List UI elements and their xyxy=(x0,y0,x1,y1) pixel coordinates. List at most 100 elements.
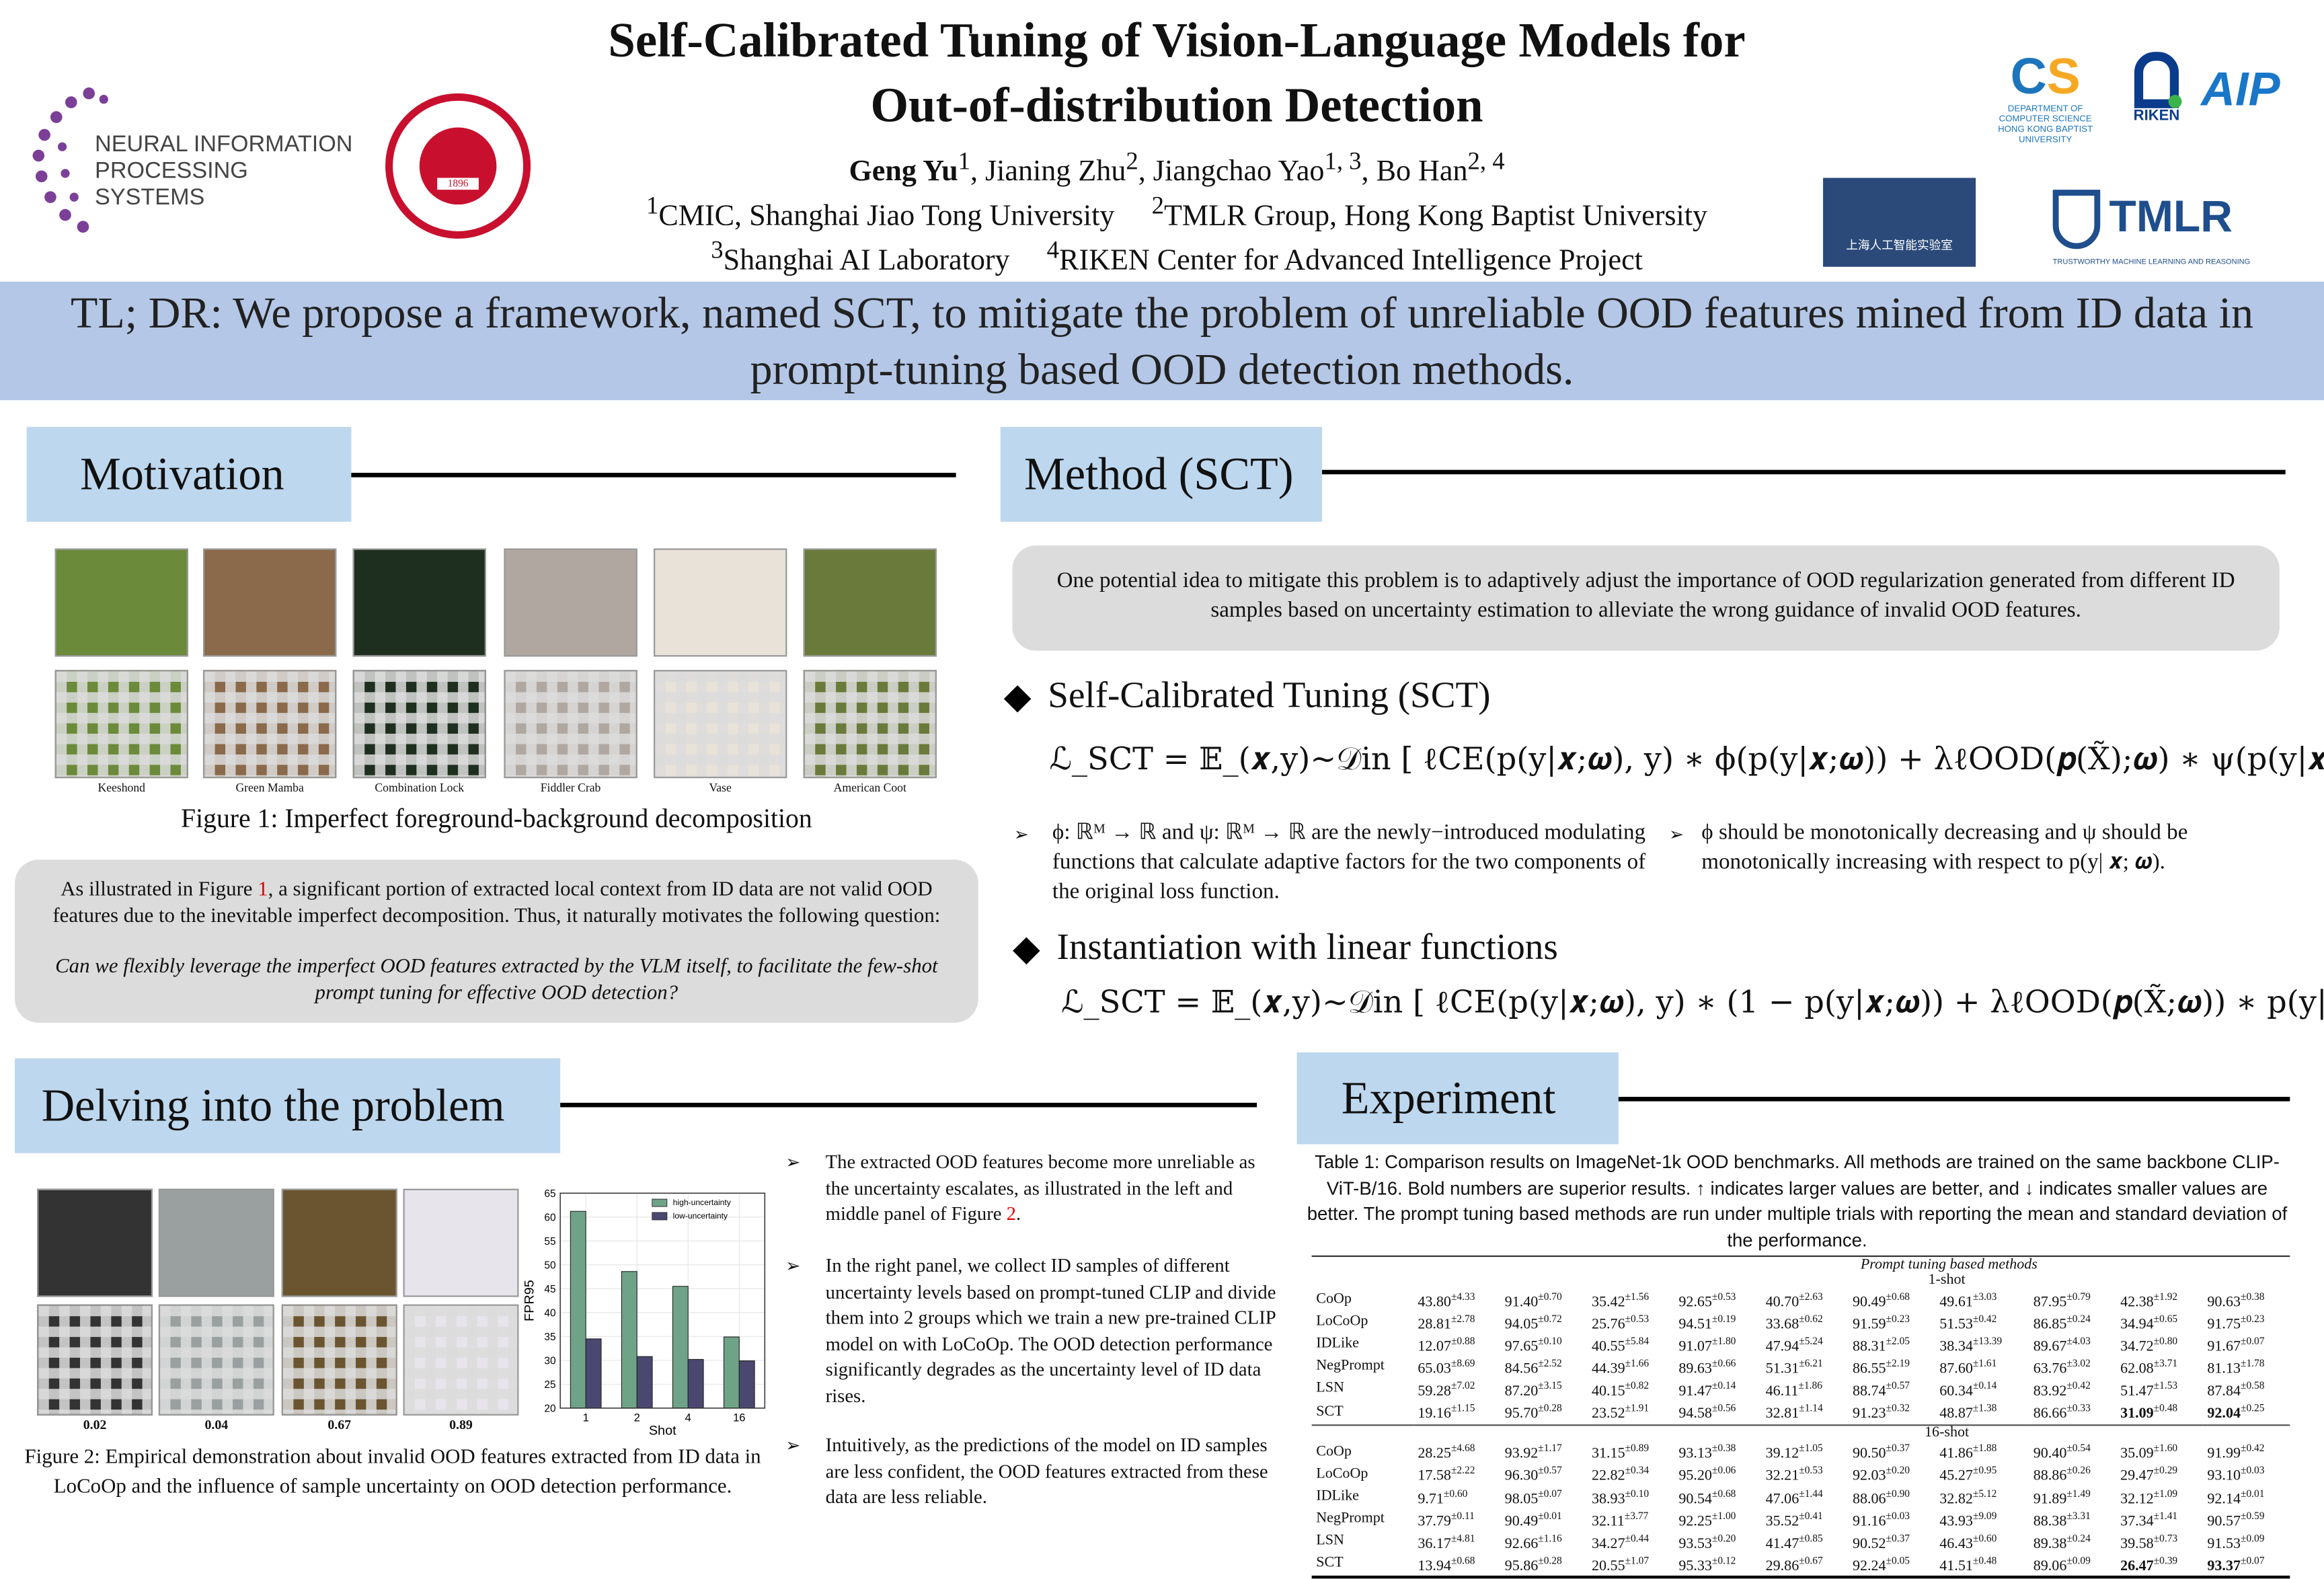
table-cell: 91.07±1.80 xyxy=(1674,1334,1761,1356)
table-cell: 92.25±1.00 xyxy=(1674,1508,1761,1531)
std-value: ±0.24 xyxy=(2066,1313,2091,1325)
table-cell: 41.86±1.88 xyxy=(1935,1441,2029,1463)
std-value: ±0.95 xyxy=(1972,1465,1997,1477)
table-cell: 51.47±1.53 xyxy=(2116,1379,2202,1401)
mean-value: 34.94 xyxy=(2120,1316,2154,1334)
table-cell: 39.58±0.73 xyxy=(2116,1531,2202,1553)
table-cell: 37.34±1.41 xyxy=(2116,1508,2202,1531)
y-tick-label: 25 xyxy=(544,1379,555,1391)
std-value: ±0.42 xyxy=(2066,1380,2091,1393)
mean-value: 86.66 xyxy=(2033,1406,2067,1423)
mean-value: 65.03 xyxy=(1418,1361,1451,1378)
table-cell: 38.34±13.39 xyxy=(1935,1334,2029,1356)
author-name: Geng Yu xyxy=(849,155,958,188)
mean-value: 87.60 xyxy=(1939,1361,1973,1378)
std-value: ±0.44 xyxy=(1625,1532,1650,1545)
mean-value: 9.71 xyxy=(1418,1491,1444,1508)
neurips-dots-icon xyxy=(32,87,108,233)
legend-label: high-uncertainty xyxy=(673,1198,732,1207)
mean-value: 87.95 xyxy=(2033,1294,2067,1311)
table-cell: 46.11±1.86 xyxy=(1761,1379,1848,1401)
mean-value: 90.52 xyxy=(1852,1535,1886,1553)
table-cell: 32.82±5.12 xyxy=(1935,1486,2029,1508)
std-value: ±0.34 xyxy=(1625,1465,1650,1477)
mean-value: 33.68 xyxy=(1765,1316,1799,1334)
table-cell: 26.47±0.39 xyxy=(2116,1553,2202,1576)
std-value: ±0.53 xyxy=(1799,1465,1823,1477)
mean-value: 29.47 xyxy=(2120,1468,2154,1486)
std-value: ±0.10 xyxy=(1625,1488,1650,1500)
table-row: CoOp 43.80±4.33 91.40±0.70 35.42±1.56 92.65±… xyxy=(1312,1289,2290,1311)
linear-loss-equation: ℒ_SCT = 𝔼_(𝒙,y)∼𝒟in [ ℓCE(p(y|𝒙;𝝎), y) ∗… xyxy=(1061,984,2324,1020)
mean-value: 95.86 xyxy=(1504,1558,1539,1575)
std-value: ±5.24 xyxy=(1799,1335,1823,1348)
table-cell: 95.20±0.06 xyxy=(1674,1463,1761,1486)
class-label: Combination Lock xyxy=(375,781,465,795)
table-cell: 91.16±0.03 xyxy=(1848,1508,1935,1531)
table-cell: 35.42±1.56 xyxy=(1587,1289,1674,1311)
method-name: IDLike xyxy=(1316,1336,1359,1352)
delving-heading: Delving into the problem xyxy=(15,1058,561,1153)
table-cell: 39.12±1.05 xyxy=(1761,1441,1848,1463)
table-cell: 17.58±2.22 xyxy=(1413,1463,1500,1486)
std-value: ±0.25 xyxy=(2240,1403,2265,1415)
mean-value: 87.20 xyxy=(1504,1383,1539,1401)
table-cell: 86.66±0.33 xyxy=(2029,1401,2116,1424)
std-value: ±1.78 xyxy=(2240,1358,2265,1370)
mean-value: 59.28 xyxy=(1418,1383,1451,1401)
std-value: ±3.02 xyxy=(2066,1358,2091,1370)
std-value: ±0.24 xyxy=(2066,1532,2091,1545)
table-cell: 84.56±2.52 xyxy=(1500,1356,1587,1379)
std-value: ±2.19 xyxy=(1886,1358,1910,1370)
mean-value: 90.63 xyxy=(2207,1294,2241,1311)
text: . xyxy=(1015,1202,1021,1225)
std-value: ±8.69 xyxy=(1450,1358,1475,1370)
table-cell: 9.71±0.60 xyxy=(1413,1486,1500,1508)
method-name: SCT xyxy=(1316,1555,1344,1572)
aff-sup: 4 xyxy=(1046,235,1060,264)
method-name: NegPrompt xyxy=(1316,1358,1385,1375)
uncertainty-label: 0.89 xyxy=(449,1417,473,1432)
ood-feature-masked-image xyxy=(654,670,787,779)
table-cell: 90.52±0.37 xyxy=(1848,1531,1935,1553)
table-1-caption: Table 1: Comparison results on ImageNet-… xyxy=(1307,1151,2288,1251)
mean-value: 25.76 xyxy=(1591,1316,1625,1334)
mean-value: 35.42 xyxy=(1591,1294,1625,1311)
std-value: ±0.72 xyxy=(1538,1313,1562,1325)
method-idea-box: One potential idea to mitigate this prob… xyxy=(1012,545,2280,651)
method-name: LSN xyxy=(1316,1533,1344,1549)
mean-value: 35.52 xyxy=(1765,1513,1799,1530)
ood-feature-masked-image xyxy=(54,670,188,779)
arrow-bullet-icon: ➢ xyxy=(785,1434,801,1456)
std-value: ±0.90 xyxy=(1886,1488,1910,1500)
table-cell: 95.86±0.28 xyxy=(1500,1553,1587,1576)
table-cell: 83.92±0.42 xyxy=(2029,1379,2116,1401)
table-cell: 98.05±0.07 xyxy=(1500,1486,1587,1508)
std-value: ±3.03 xyxy=(1972,1291,1997,1303)
table-cell: 13.94±0.68 xyxy=(1413,1553,1500,1576)
mean-value: 38.34 xyxy=(1939,1339,1973,1356)
mean-value: 41.51 xyxy=(1939,1558,1973,1575)
divider xyxy=(351,473,956,477)
mean-value: 91.53 xyxy=(2207,1535,2241,1553)
mean-value: 26.47 xyxy=(2120,1558,2154,1575)
std-value: ±0.11 xyxy=(1450,1510,1475,1522)
table-cell: 36.17±4.81 xyxy=(1413,1531,1500,1553)
table-cell: 31.15±0.89 xyxy=(1587,1441,1674,1463)
mean-value: 83.92 xyxy=(2033,1383,2067,1401)
authors: Geng Yu1, Jianing Zhu2, Jiangchao Yao1, … xyxy=(849,147,1505,188)
table-cell: 34.27±0.44 xyxy=(1587,1531,1674,1553)
figure-ref-link[interactable]: 1 xyxy=(258,879,268,902)
y-tick-label: 60 xyxy=(544,1212,555,1223)
delving-bullet: Intuitively, as the predictions of the m… xyxy=(826,1432,1282,1510)
std-value: ±0.67 xyxy=(1799,1555,1823,1567)
sjtu-seal-logo: 1896 xyxy=(385,93,531,239)
std-value: ±0.85 xyxy=(1799,1532,1823,1545)
table-cell: 92.14±0.01 xyxy=(2203,1486,2290,1508)
table-cell: 40.70±2.63 xyxy=(1761,1289,1848,1311)
mean-value: 92.25 xyxy=(1678,1513,1712,1530)
figure-ref-link[interactable]: 2 xyxy=(1006,1202,1016,1225)
mean-value: 51.47 xyxy=(2120,1383,2154,1401)
mean-value: 39.58 xyxy=(2120,1535,2154,1553)
mean-value: 22.82 xyxy=(1591,1468,1625,1486)
